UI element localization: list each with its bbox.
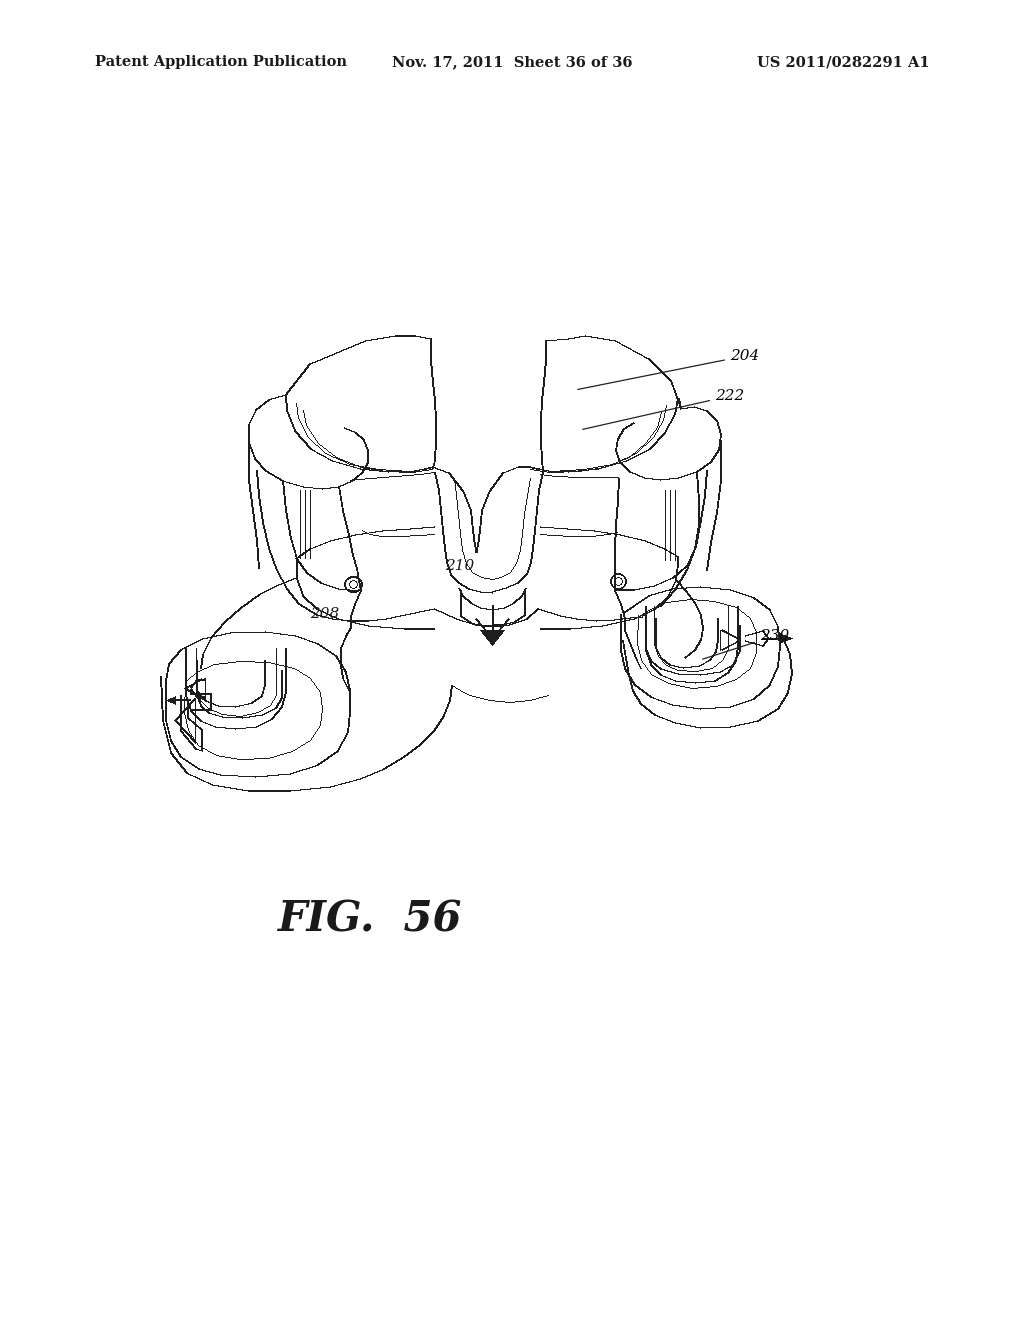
- Text: Patent Application Publication: Patent Application Publication: [95, 55, 347, 69]
- Text: 204: 204: [578, 348, 759, 389]
- Text: 210: 210: [445, 558, 474, 573]
- Text: US 2011/0282291 A1: US 2011/0282291 A1: [758, 55, 930, 69]
- Text: 208: 208: [310, 607, 339, 620]
- Text: Nov. 17, 2011  Sheet 36 of 36: Nov. 17, 2011 Sheet 36 of 36: [392, 55, 632, 69]
- Text: 230: 230: [702, 630, 790, 659]
- Text: 222: 222: [583, 389, 744, 429]
- Text: FIG.  56: FIG. 56: [278, 899, 462, 941]
